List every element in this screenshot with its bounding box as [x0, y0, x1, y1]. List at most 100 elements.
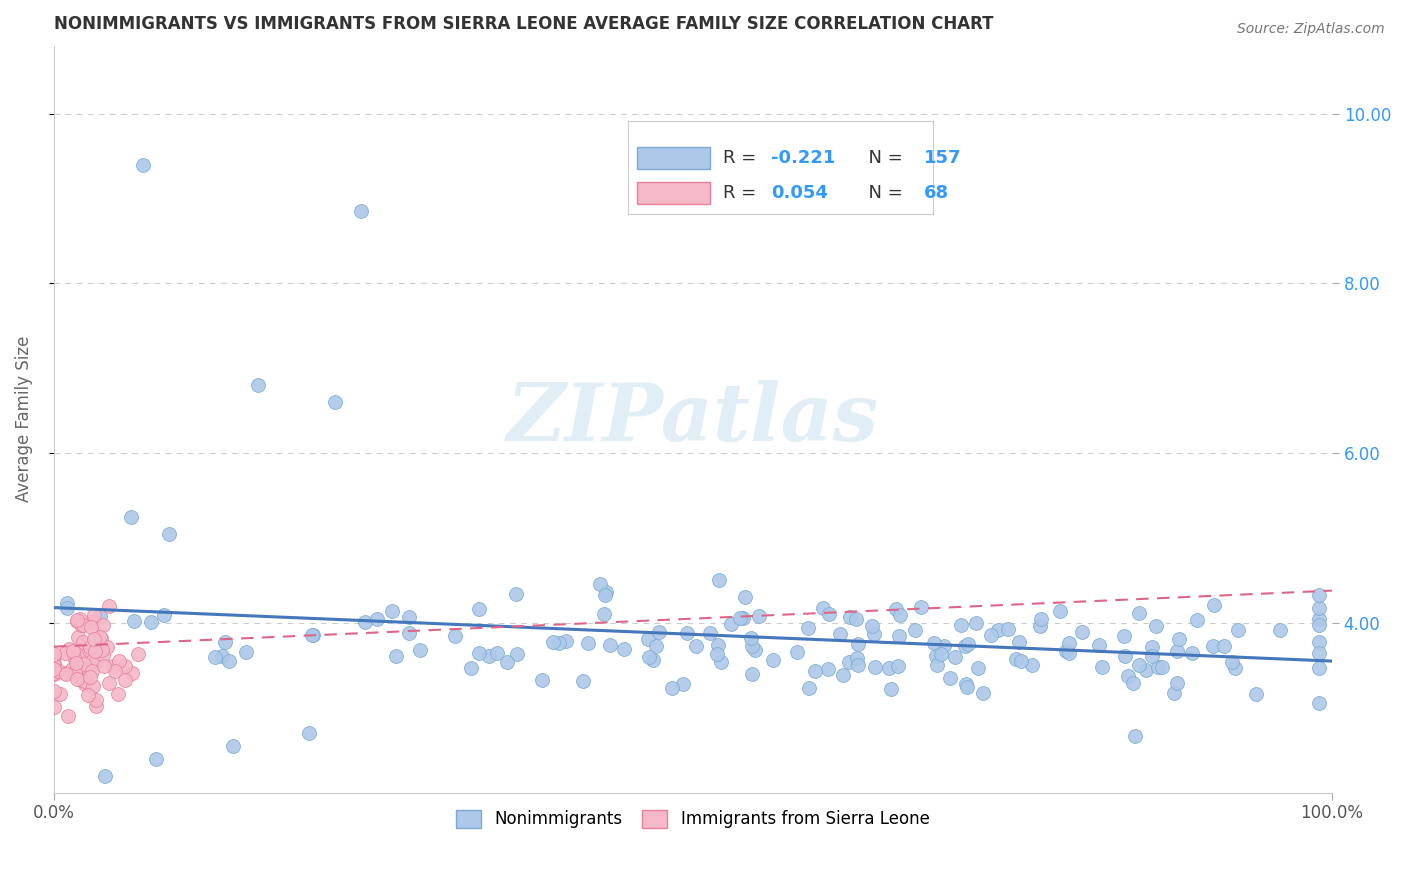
Point — [925, 648, 948, 663]
Point — [1308, 660, 1330, 674]
Point — [599, 638, 621, 652]
Point — [1091, 660, 1114, 674]
Point — [42, 700, 65, 714]
FancyBboxPatch shape — [637, 147, 710, 169]
Point — [101, 659, 124, 673]
Point — [1220, 655, 1243, 669]
Point — [42, 647, 65, 661]
Point — [121, 666, 143, 681]
Point — [66, 614, 89, 628]
Point — [1308, 588, 1330, 602]
Point — [56, 709, 79, 723]
Point — [1268, 624, 1291, 638]
Point — [67, 660, 90, 674]
Text: Source: ZipAtlas.com: Source: ZipAtlas.com — [1237, 22, 1385, 37]
Point — [468, 647, 491, 661]
Point — [366, 611, 388, 625]
Point — [104, 665, 127, 679]
Point — [63, 649, 86, 664]
Point — [593, 588, 616, 602]
Point — [1308, 646, 1330, 660]
Point — [740, 632, 762, 646]
Text: N =: N = — [856, 149, 908, 167]
Point — [943, 649, 966, 664]
Point — [860, 619, 883, 633]
Point — [734, 590, 756, 604]
Point — [1308, 618, 1330, 632]
Point — [505, 587, 527, 601]
Point — [69, 644, 91, 658]
Point — [956, 681, 979, 695]
Point — [595, 585, 617, 599]
Point — [972, 686, 994, 700]
Point — [676, 625, 699, 640]
Point — [108, 654, 131, 668]
Point — [531, 673, 554, 687]
Point — [1213, 639, 1236, 653]
Text: R =: R = — [723, 149, 762, 167]
Point — [49, 687, 72, 701]
Point — [79, 640, 101, 655]
Point — [886, 659, 908, 673]
Point — [1123, 729, 1146, 743]
Point — [42, 657, 65, 672]
Point — [709, 574, 731, 588]
Point — [60, 662, 83, 676]
Point — [70, 673, 93, 687]
Point — [298, 726, 321, 740]
Point — [73, 657, 96, 671]
Point — [1244, 687, 1267, 701]
Point — [1181, 646, 1204, 660]
Point — [114, 659, 136, 673]
Point — [1029, 619, 1052, 633]
Point — [478, 648, 501, 663]
Point — [120, 509, 142, 524]
Point — [349, 204, 371, 219]
Point — [1135, 663, 1157, 677]
Point — [58, 642, 80, 657]
Point — [485, 646, 508, 660]
Point — [1140, 648, 1163, 663]
Point — [845, 612, 868, 626]
Point — [84, 693, 107, 707]
Point — [1204, 599, 1226, 613]
Point — [127, 647, 149, 661]
Point — [1088, 638, 1111, 652]
Point — [94, 769, 117, 783]
Text: ZIPatlas: ZIPatlas — [506, 380, 879, 458]
Point — [762, 653, 785, 667]
Point — [932, 639, 955, 653]
Point — [1308, 696, 1330, 710]
Point — [42, 663, 65, 677]
Point — [122, 614, 145, 628]
Point — [1010, 654, 1032, 668]
Point — [910, 599, 932, 614]
Point — [1114, 630, 1136, 644]
Point — [53, 646, 76, 660]
Point — [84, 698, 107, 713]
Point — [73, 677, 96, 691]
Point — [460, 661, 482, 675]
Point — [1187, 614, 1209, 628]
Point — [955, 677, 977, 691]
Point — [204, 650, 226, 665]
Point — [863, 660, 886, 674]
Point — [1008, 635, 1031, 649]
Point — [80, 654, 103, 668]
Point — [1021, 658, 1043, 673]
Point — [648, 625, 671, 640]
Point — [301, 628, 323, 642]
Point — [548, 636, 571, 650]
Point — [69, 612, 91, 626]
FancyBboxPatch shape — [637, 182, 710, 204]
Point — [710, 656, 733, 670]
Point — [139, 615, 162, 629]
Point — [468, 602, 491, 616]
Point — [889, 608, 911, 623]
Point — [83, 644, 105, 658]
Point — [1049, 604, 1071, 618]
Point — [83, 632, 105, 646]
Point — [398, 610, 420, 624]
Point — [98, 675, 121, 690]
Point — [733, 610, 755, 624]
